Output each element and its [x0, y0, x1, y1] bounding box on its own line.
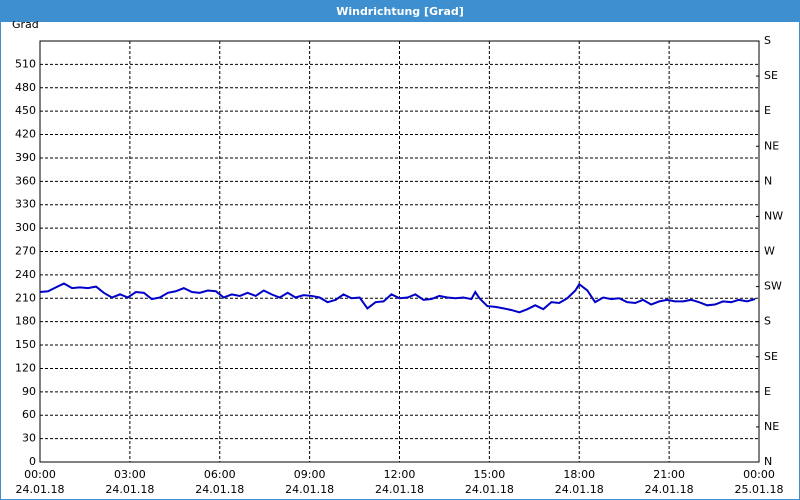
y2-tick-label: SE [764, 350, 778, 363]
y-tick-label: 30 [22, 432, 36, 445]
y-tick-label: 180 [15, 315, 36, 328]
chart: Grad 0 30 60 90 120 150 180 210 240 270 300 330 360 39… [12, 21, 784, 496]
x-tick-label: 03:00 [114, 468, 146, 481]
x-tick-label: 00:00 [743, 468, 775, 481]
y-axis-label: Grad [12, 21, 39, 31]
y2-tick-label: S [764, 34, 771, 47]
x-tick-label: 09:00 [294, 468, 326, 481]
y2-tick-label: NE [764, 139, 779, 152]
data-line [39, 282, 756, 314]
x-tick-label: 12:00 [384, 468, 416, 481]
x-tick-label: 00:00 [24, 468, 56, 481]
y-tick-label: 300 [15, 221, 36, 234]
x-tick-date: 24.01.18 [375, 483, 424, 496]
x-tick-date: 24.01.18 [105, 483, 154, 496]
x-tick-date: 24.01.18 [195, 483, 244, 496]
y2-tick-label: NE [764, 420, 779, 433]
x-tick-date: 24.01.18 [465, 483, 514, 496]
y-tick-label: 0 [29, 455, 36, 468]
y2-tick-label: NW [764, 209, 783, 222]
y2-tick-label: SE [764, 69, 778, 82]
title-bar: Windrichtung [Grad] [1, 1, 799, 22]
y2-tick-label: E [764, 385, 771, 398]
y-tick-label: 90 [22, 385, 36, 398]
y-tick-label: 60 [22, 408, 36, 421]
y-tick-label: 510 [15, 57, 36, 70]
y2-tick-label: S [764, 315, 771, 328]
x-tick-label: 15:00 [474, 468, 506, 481]
y-tick-label: 210 [15, 291, 36, 304]
x-tick-date: 24.01.18 [555, 483, 604, 496]
y-tick-label: 150 [15, 338, 36, 351]
plot-frame [39, 40, 760, 463]
y-tick-label: 480 [15, 81, 36, 94]
y2-tick-label: W [764, 245, 775, 258]
x-tick-label: 18:00 [563, 468, 595, 481]
y-tick-label: 270 [15, 245, 36, 258]
y-tick-label: 450 [15, 104, 36, 117]
y2-tick-label: N [764, 455, 772, 468]
y-tick-label: 120 [15, 361, 36, 374]
x-tick-date: 24.01.18 [285, 483, 334, 496]
y-tick-label: 390 [15, 151, 36, 164]
x-tick-label: 21:00 [653, 468, 685, 481]
y-tick-label: 360 [15, 174, 36, 187]
y-tick-label: 240 [15, 268, 36, 281]
y2-tick-label: E [764, 104, 771, 117]
y2-tick-label: N [764, 174, 772, 187]
x-tick-label: 06:00 [204, 468, 236, 481]
x-tick-date: 24.01.18 [645, 483, 694, 496]
x-tick-date: 25.01.18 [735, 483, 784, 496]
x-tick-date: 24.01.18 [16, 483, 65, 496]
y-tick-label: 420 [15, 128, 36, 141]
y2-tick-label: SW [764, 280, 782, 293]
y-tick-label: 330 [15, 198, 36, 211]
